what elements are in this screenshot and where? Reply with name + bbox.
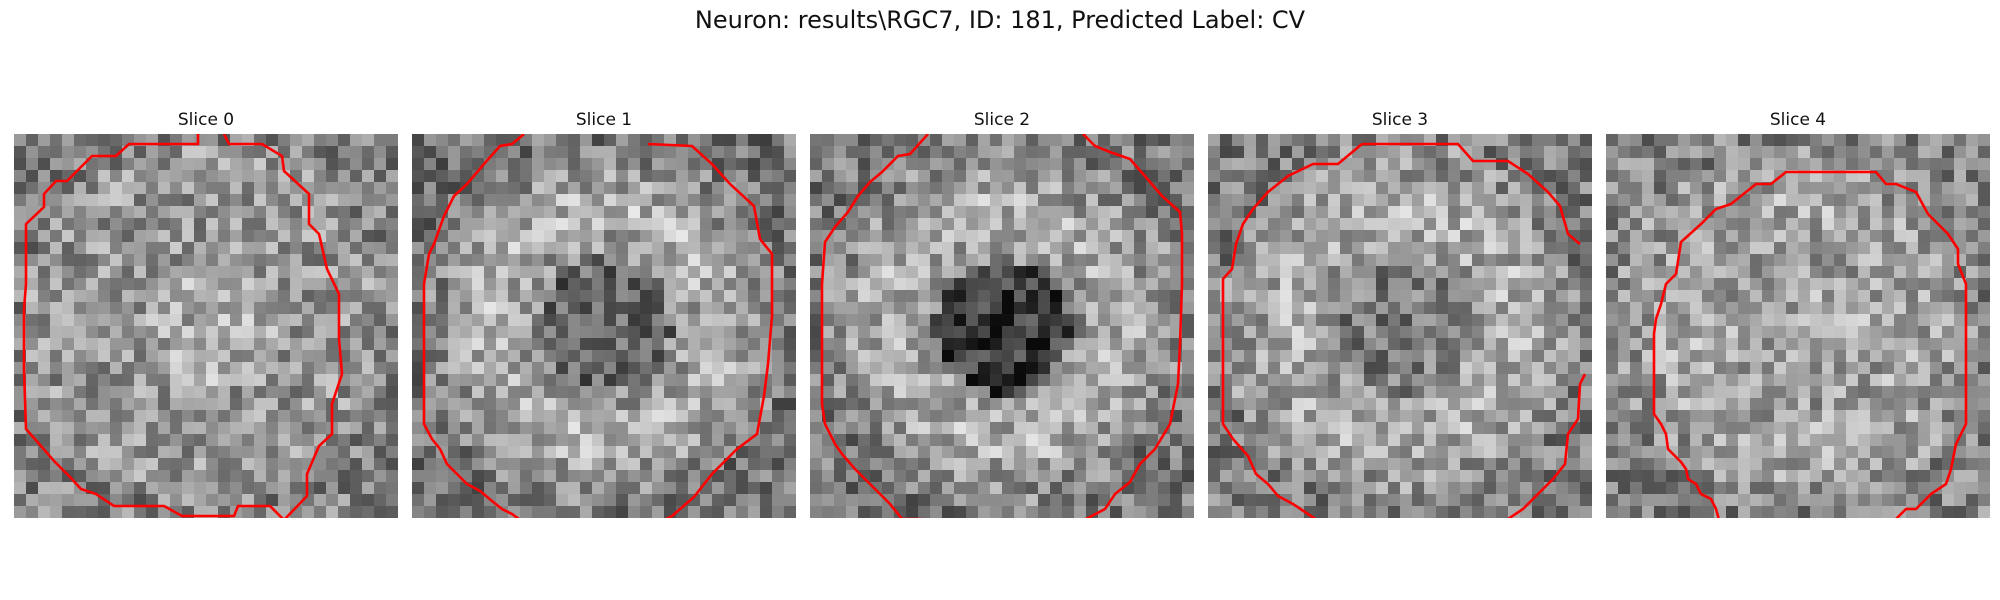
slice-title-0: Slice 0 bbox=[177, 110, 235, 130]
cell-contour-3-left bbox=[1221, 143, 1363, 518]
slice-image-2 bbox=[810, 134, 1194, 518]
figure-title: Neuron: results\RGC7, ID: 181, Predicted… bbox=[694, 6, 1306, 34]
cell-contour-3-top bbox=[1362, 142, 1581, 245]
slice-title-3: Slice 3 bbox=[1371, 110, 1429, 130]
slice-title-2: Slice 2 bbox=[973, 110, 1031, 130]
slice-panel-4: Slice 4 bbox=[1606, 108, 1990, 518]
slice-image-0 bbox=[14, 134, 398, 518]
slice-title-4: Slice 4 bbox=[1769, 110, 1827, 130]
slice-image-4 bbox=[1606, 134, 1990, 518]
slice-panel-0: Slice 0 bbox=[14, 108, 398, 518]
cell-contour-1-right bbox=[647, 142, 774, 518]
cell-contour-1-left bbox=[422, 134, 525, 518]
cell-contour-0 bbox=[22, 134, 344, 518]
slice-image-3 bbox=[1208, 134, 1592, 518]
cell-contour-2-right bbox=[1082, 134, 1184, 518]
cell-contour-3-right bbox=[1505, 373, 1587, 518]
slice-title-1: Slice 1 bbox=[575, 110, 633, 130]
cell-contour-2-left bbox=[820, 134, 929, 518]
slice-image-1 bbox=[412, 134, 796, 518]
slice-panel-2: Slice 2 bbox=[810, 108, 1194, 518]
slice-panel-1: Slice 1 bbox=[412, 108, 796, 518]
cell-contour-4 bbox=[1652, 170, 1968, 518]
slice-panel-3: Slice 3 bbox=[1208, 108, 1592, 518]
